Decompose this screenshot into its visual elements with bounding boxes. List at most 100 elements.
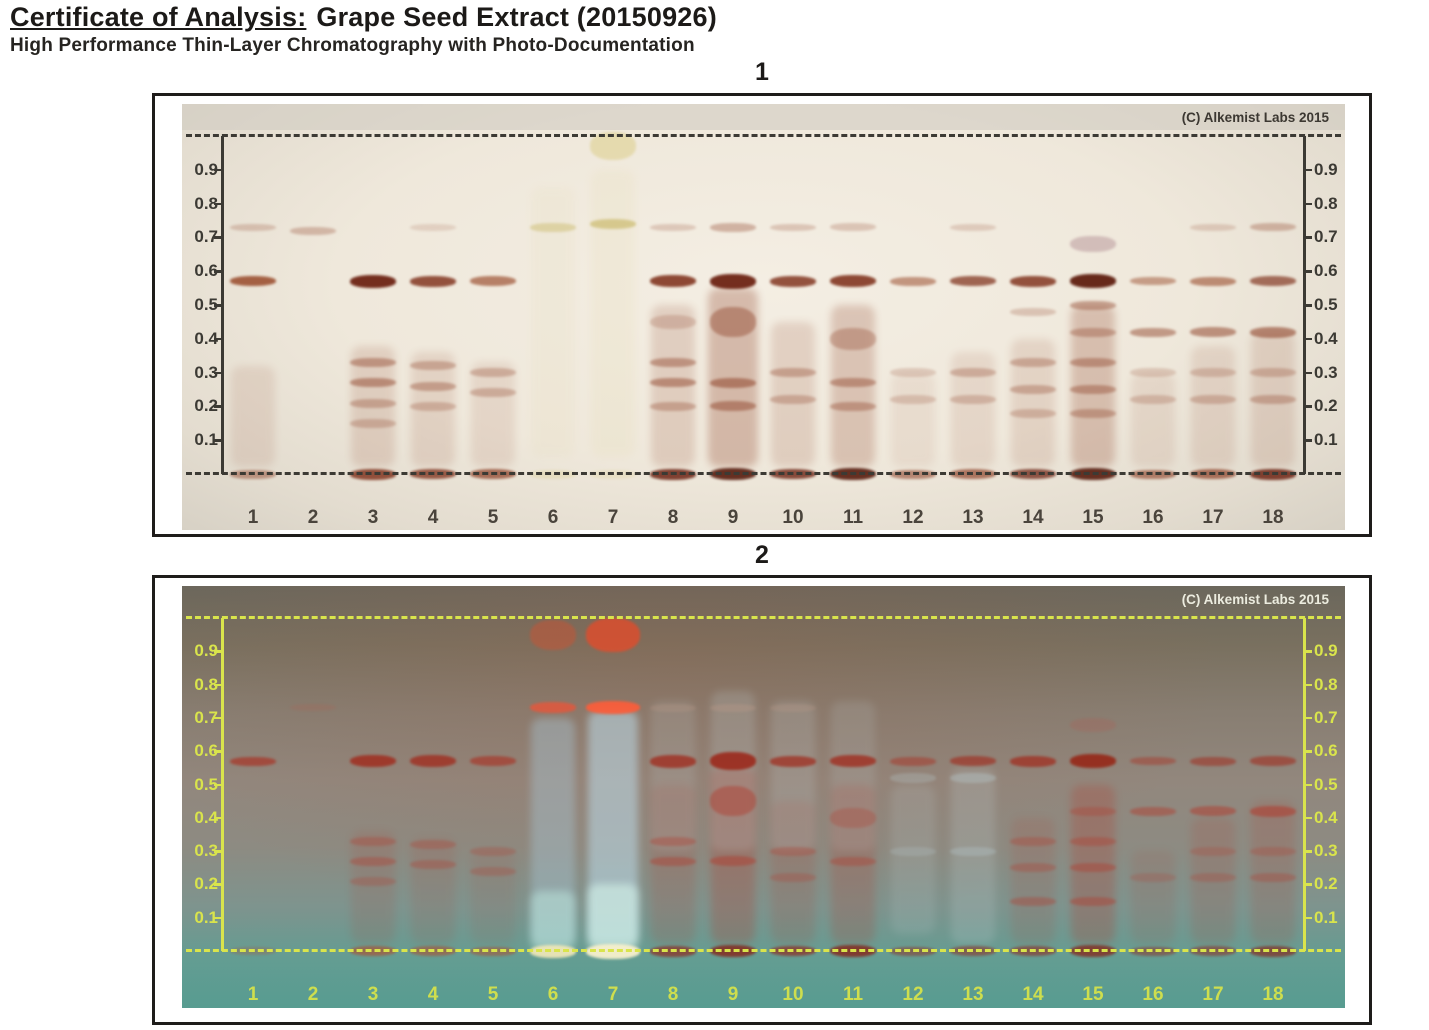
lane-streak <box>831 701 875 852</box>
tlc-band <box>1010 275 1056 287</box>
lane-streak <box>411 837 455 945</box>
rf-tick <box>214 683 223 687</box>
tlc-band <box>650 275 696 288</box>
lane-streak <box>951 767 995 945</box>
rf-tick-label: 0.7 <box>1314 707 1338 727</box>
tlc-band <box>350 274 396 288</box>
tlc-band <box>1190 395 1236 405</box>
tlc-band <box>650 314 696 329</box>
tlc-band <box>1250 395 1296 405</box>
tlc-band <box>1070 896 1116 906</box>
tlc-band <box>470 866 516 876</box>
rf-tick-label: 0.4 <box>194 328 218 348</box>
rf-tick <box>214 202 223 206</box>
lane-number: 3 <box>367 984 379 1005</box>
tlc-band <box>1010 385 1056 394</box>
rf-tick <box>214 405 223 408</box>
rf-tick-label: 0.6 <box>1314 741 1338 761</box>
rf-tick-label: 0.1 <box>194 907 218 927</box>
tlc-band <box>1010 836 1056 846</box>
lane-number: 10 <box>782 507 804 528</box>
tlc-band <box>530 702 576 714</box>
lane-streak <box>531 891 575 951</box>
rf-tick <box>1303 371 1312 375</box>
tlc-band <box>470 756 516 767</box>
rf-tick-label: 0.5 <box>194 295 218 314</box>
tlc-band <box>890 276 936 286</box>
tlc-band <box>650 856 696 866</box>
lane-number: 7 <box>607 507 619 528</box>
tlc-band <box>650 401 696 411</box>
rf-tick <box>1303 883 1312 886</box>
plate-1-photo: (C) Alkemist Labs 2015 0.9 0.9 0.8 0.8 0.7 0.… <box>182 104 1345 530</box>
lane-number: 10 <box>782 984 804 1005</box>
rf-tick-label: 0.9 <box>194 159 218 179</box>
lane-streak <box>708 288 758 468</box>
tlc-band <box>586 617 640 652</box>
lane-number: 6 <box>547 984 559 1005</box>
tlc-band <box>1190 276 1236 286</box>
lane-number: 4 <box>427 984 439 1005</box>
rf-tick <box>1303 168 1312 172</box>
rf-tick <box>214 916 223 920</box>
lane-number: 8 <box>667 984 679 1005</box>
lane-streak <box>1131 372 1175 468</box>
rf-tick <box>214 650 223 653</box>
lane-streak <box>591 169 635 458</box>
lane-number: 15 <box>1082 984 1104 1005</box>
rf-tick-label: 0.1 <box>194 430 218 450</box>
tlc-band <box>350 836 396 846</box>
rf-tick <box>1303 683 1312 687</box>
tlc-band <box>1070 274 1116 289</box>
tlc-band <box>1070 754 1116 769</box>
rf-tick <box>214 439 223 442</box>
tlc-band <box>1190 873 1236 883</box>
tlc-band <box>770 703 816 712</box>
rf-tick <box>214 783 223 786</box>
tlc-band <box>950 223 996 231</box>
tlc-band <box>830 401 876 411</box>
lane-streak <box>1071 784 1115 945</box>
tlc-band <box>890 395 936 405</box>
lane-streak <box>831 305 875 468</box>
rf-tick <box>214 371 223 375</box>
lane-streak <box>771 801 815 945</box>
plate-1-header-strip <box>182 104 1345 130</box>
tlc-band <box>1190 806 1236 817</box>
tlc-band <box>1070 806 1116 816</box>
rf-tick-label: 0.3 <box>1314 841 1338 861</box>
tlc-band <box>350 856 396 866</box>
tlc-band <box>1250 846 1296 856</box>
tlc-band <box>1010 755 1056 767</box>
tlc-band <box>770 873 816 883</box>
rf-tick <box>1303 202 1312 206</box>
tlc-band <box>530 222 576 232</box>
tlc-band <box>410 401 456 411</box>
tlc-band <box>710 306 756 337</box>
rf-tick-label: 0.8 <box>1314 674 1338 694</box>
rf-tick <box>214 304 223 307</box>
tlc-band <box>1130 395 1176 405</box>
plate-2-photo: (C) Alkemist Labs 2015 0.9 0.9 0.8 0.8 0.7 0.… <box>182 586 1345 1008</box>
origin-line <box>186 949 1341 952</box>
tlc-band <box>410 361 456 371</box>
lane-number: 17 <box>1202 507 1224 528</box>
lane-streak <box>351 345 395 468</box>
tlc-band <box>710 786 756 817</box>
tlc-band <box>1190 756 1236 766</box>
tlc-band <box>770 846 816 856</box>
document-header: Certificate of Analysis: Grape Seed Extra… <box>10 2 717 57</box>
rf-tick-label: 0.3 <box>1314 362 1338 382</box>
rf-tick-label: 0.6 <box>194 261 218 281</box>
tlc-band <box>350 378 396 388</box>
plate-2-figure-label: 2 <box>755 541 769 569</box>
rf-tick <box>214 850 223 853</box>
rf-tick-label: 0.6 <box>194 741 218 761</box>
lane-number: 4 <box>427 507 439 528</box>
tlc-band <box>1250 276 1296 287</box>
rf-tick-label: 0.3 <box>194 362 218 382</box>
lane-number: 18 <box>1262 984 1284 1005</box>
lane-streak <box>891 784 935 935</box>
rf-tick-label: 0.1 <box>1314 907 1338 927</box>
rf-tick <box>214 816 223 820</box>
